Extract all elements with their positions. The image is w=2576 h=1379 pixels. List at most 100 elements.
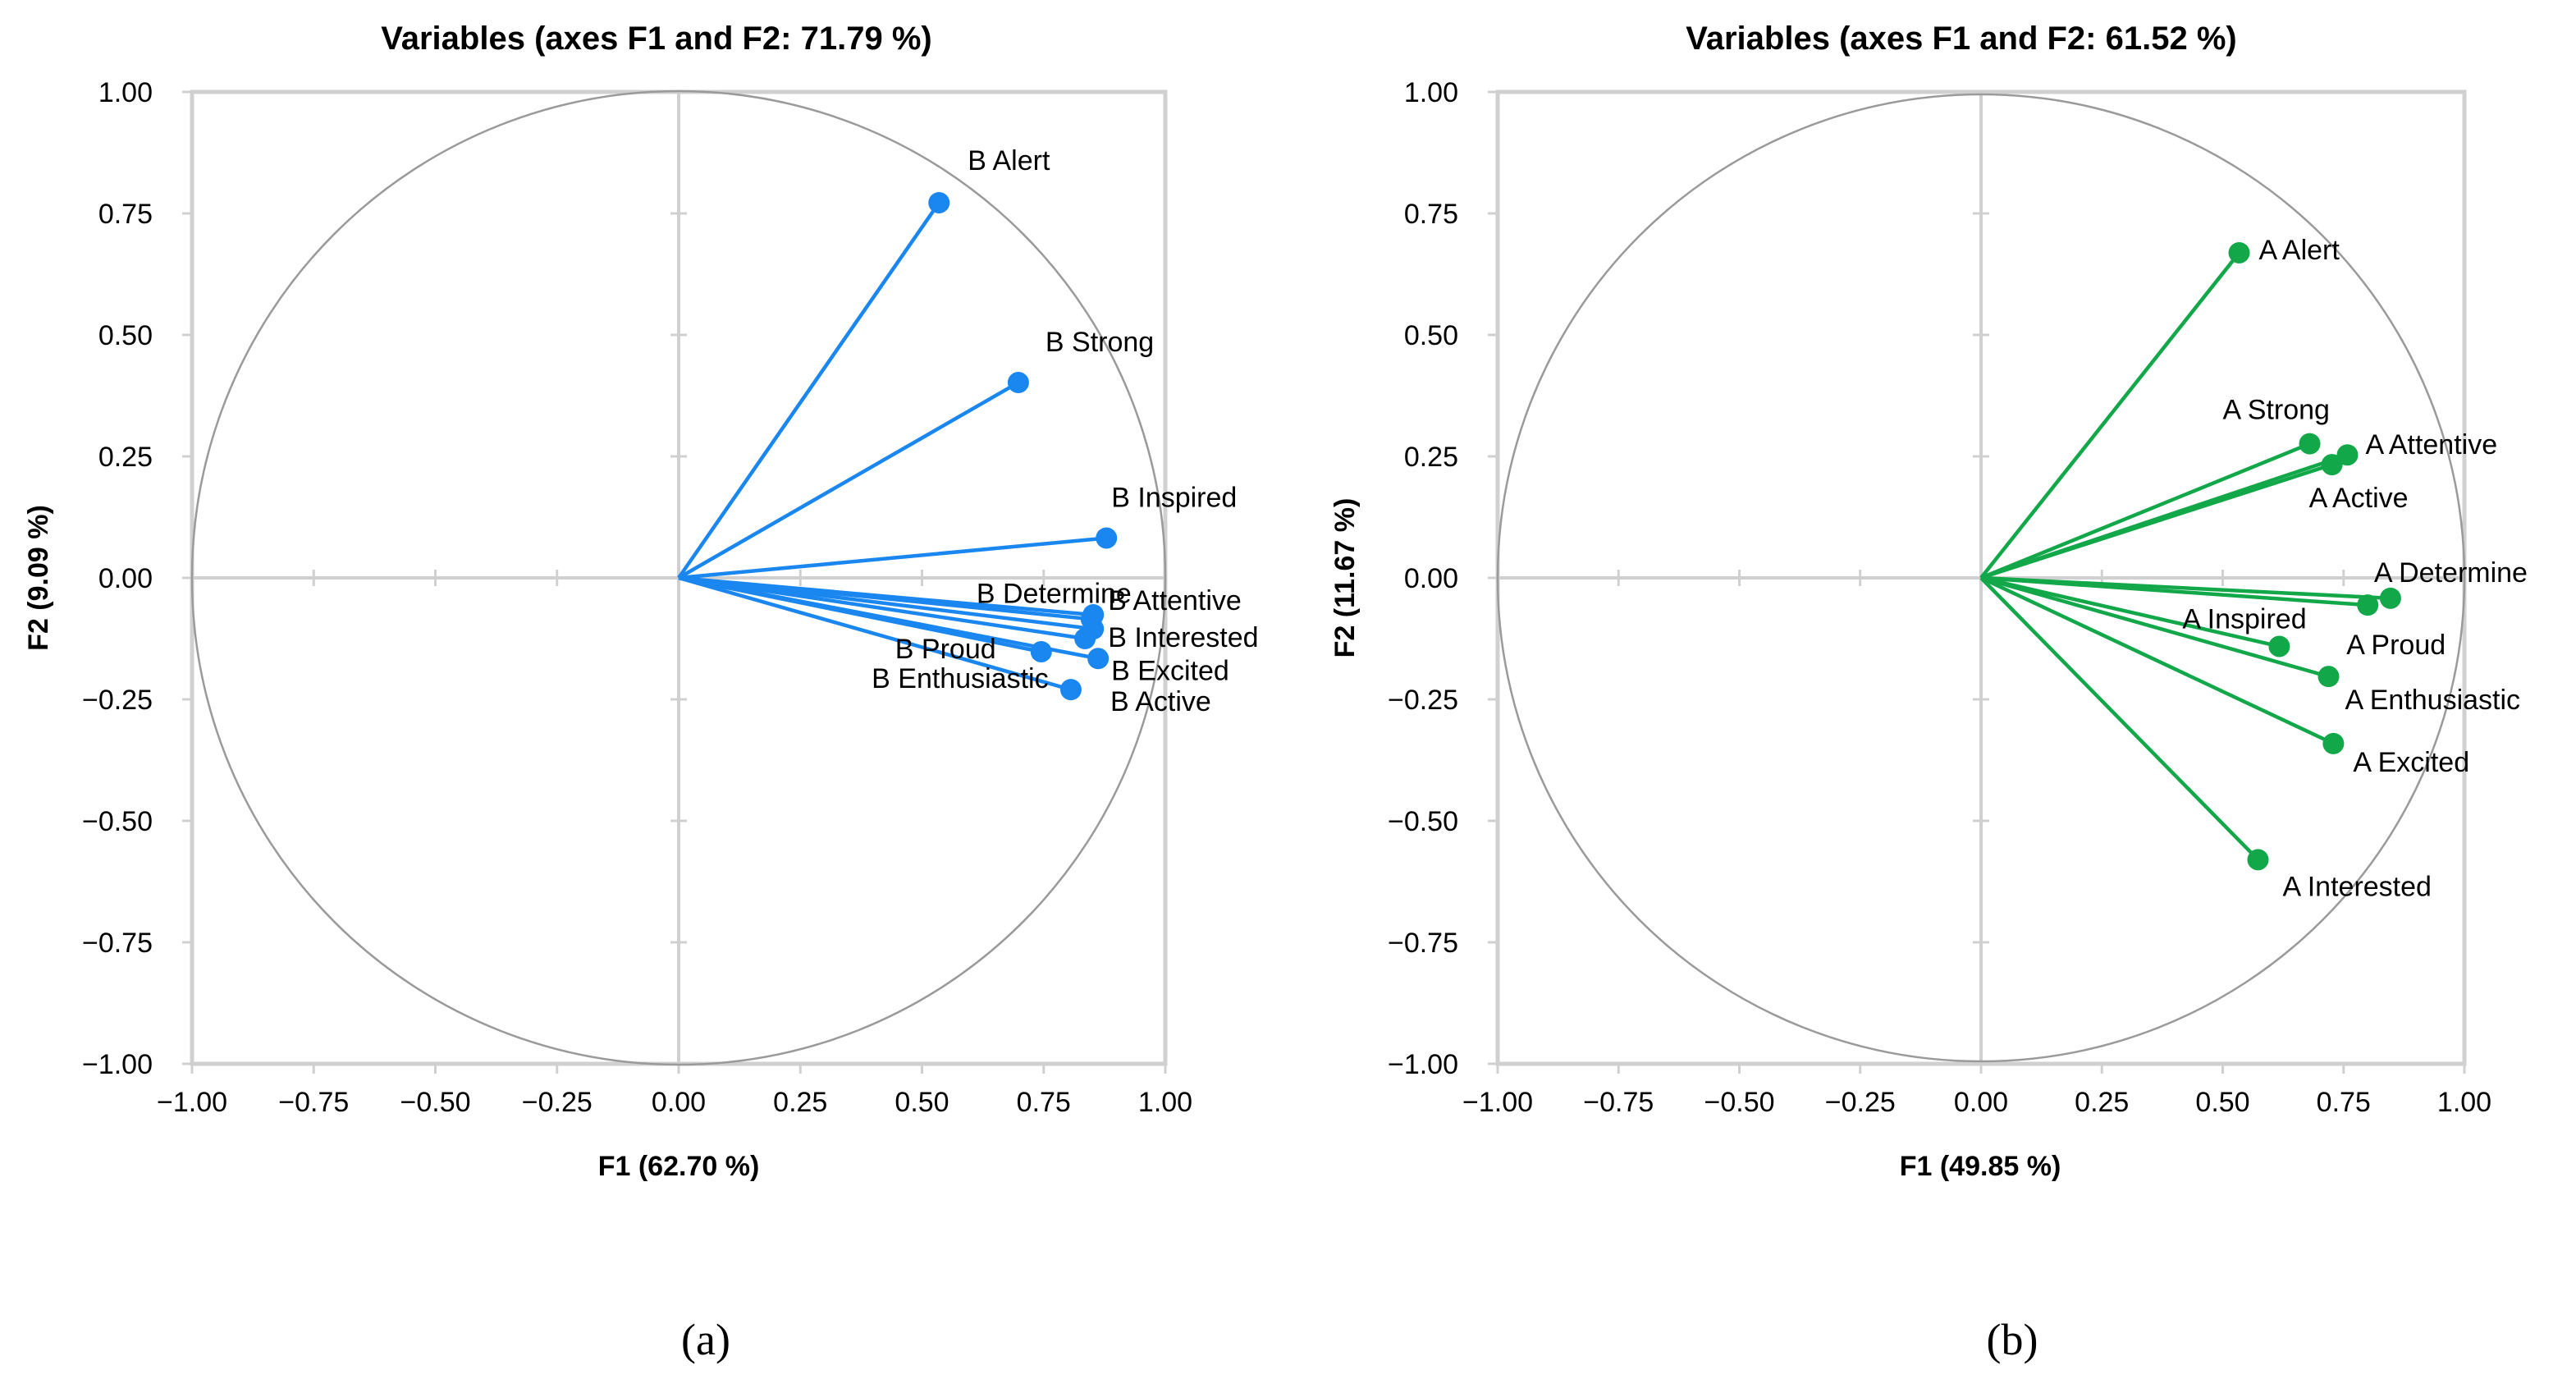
x-tick-label: 1.00 xyxy=(1138,1087,1192,1118)
y-axis-label: F2 (9.09 %) xyxy=(23,505,54,651)
data-point xyxy=(2379,587,2401,609)
x-tick-label: −0.50 xyxy=(1704,1087,1774,1118)
point-label: B Excited xyxy=(1111,655,1229,686)
y-tick-label: −0.25 xyxy=(82,685,153,716)
point-label: B Interested xyxy=(1108,622,1258,653)
point-label: A Enthusiastic xyxy=(2345,685,2520,716)
point-label: A Attentive xyxy=(2365,429,2497,460)
x-tick-label: 0.25 xyxy=(2075,1087,2129,1118)
vector-line xyxy=(678,575,1094,617)
vector-line xyxy=(1980,575,2280,648)
vector-line xyxy=(678,575,1086,641)
data-point xyxy=(2322,732,2345,754)
point-label: A Inspired xyxy=(2182,603,2306,635)
data-point xyxy=(2317,666,2340,688)
vector-line xyxy=(1979,251,2241,580)
data-point xyxy=(1059,679,1082,701)
y-tick-label: −0.75 xyxy=(82,928,153,959)
y-tick-label: −0.75 xyxy=(1388,928,1458,959)
x-tick-label: −0.75 xyxy=(1583,1087,1654,1118)
correlation-circle xyxy=(1496,93,2466,1063)
x-tick-label: 0.50 xyxy=(895,1087,949,1118)
data-point xyxy=(2247,849,2269,871)
chart-panel-a: −1.00 −0.75 −0.50 −0.25 0.00 0.25 0.50 0.75 1.00… xyxy=(23,21,1259,1364)
y-axis-label: F2 (11.67 %) xyxy=(1329,498,1361,658)
x-axis-label: F1 (49.85 %) xyxy=(1900,1151,2061,1182)
data-point xyxy=(2357,594,2379,616)
chart-title: Variables (axes F1 and F2: 61.52 %) xyxy=(1686,21,2236,57)
data-point xyxy=(2228,241,2250,263)
point-label: A Determine xyxy=(2374,557,2528,589)
point-label: A Proud xyxy=(2346,630,2446,661)
vector-line xyxy=(1980,462,2333,580)
chart-title: Variables (axes F1 and F2: 71.79 %) xyxy=(381,21,931,57)
correlation-circle xyxy=(190,89,1167,1066)
chart-panel-b: −1.00 −0.75 −0.50 −0.25 0.00 0.25 0.50 0.75 1.00… xyxy=(1329,21,2528,1364)
x-tick-label: −0.25 xyxy=(522,1087,593,1118)
y-tick-label: 0.75 xyxy=(98,199,153,230)
x-axis-label: F1 (62.70 %) xyxy=(598,1151,760,1182)
point-label: B Determine xyxy=(977,578,1132,609)
data-point xyxy=(1030,640,1052,662)
x-tick-label: 0.50 xyxy=(2195,1087,2249,1118)
y-tick-label: −1.00 xyxy=(1388,1049,1458,1080)
vector-line xyxy=(678,575,1072,692)
vector-line xyxy=(678,536,1107,580)
x-tick-label: 0.75 xyxy=(1017,1087,1071,1118)
x-tick-label: 1.00 xyxy=(2437,1087,2491,1118)
x-tick-label: 0.75 xyxy=(2317,1087,2371,1118)
y-tick-label: 1.00 xyxy=(98,77,153,108)
x-tick-label: −0.25 xyxy=(1825,1087,1896,1118)
y-tick-label: 0.25 xyxy=(98,442,153,473)
point-label: B Proud xyxy=(895,634,996,665)
y-tick-label: 1.00 xyxy=(1404,77,1458,108)
panel-label: (b) xyxy=(1987,1315,2038,1364)
point-label: B Alert xyxy=(968,145,1050,176)
point-label: B Inspired xyxy=(1111,482,1237,513)
data-point xyxy=(1087,648,1110,670)
x-tick-label: −1.00 xyxy=(157,1087,227,1118)
x-tick-label: −1.00 xyxy=(1462,1087,1533,1118)
y-tick-label: 0.75 xyxy=(1404,199,1458,230)
panel-label: (a) xyxy=(681,1315,730,1364)
x-tick-label: −0.75 xyxy=(278,1087,349,1118)
y-tick-label: −0.50 xyxy=(82,806,153,837)
point-label: B Active xyxy=(1110,686,1211,717)
x-tick-label: 0.00 xyxy=(652,1087,706,1118)
point-label: B Enthusiastic xyxy=(872,663,1048,694)
data-point xyxy=(928,191,950,213)
vector-line xyxy=(678,575,1099,661)
y-tick-label: −0.25 xyxy=(1388,685,1458,716)
data-point xyxy=(1096,527,1118,549)
vector-line xyxy=(1980,575,2330,679)
y-tick-label: 0.25 xyxy=(1404,442,1458,473)
point-label: A Interested xyxy=(2282,871,2431,902)
data-point xyxy=(1007,372,1029,394)
point-label: A Strong xyxy=(2223,395,2330,426)
point-label: A Active xyxy=(2309,483,2409,514)
vector-line xyxy=(1980,575,2335,745)
data-point xyxy=(2321,454,2343,476)
data-point xyxy=(2268,635,2290,657)
x-tick-label: 0.00 xyxy=(1954,1087,2008,1118)
data-point xyxy=(1074,628,1096,649)
point-label: B Attentive xyxy=(1108,585,1242,616)
data-point xyxy=(2336,444,2359,466)
point-label: B Strong xyxy=(1045,327,1154,358)
x-tick-label: 0.25 xyxy=(773,1087,827,1118)
vector-line xyxy=(677,381,1020,580)
y-tick-label: 0.50 xyxy=(1404,320,1458,351)
data-point xyxy=(2299,433,2321,455)
y-tick-label: −1.00 xyxy=(82,1049,153,1080)
y-tick-label: 0.50 xyxy=(98,320,153,351)
y-tick-label: −0.50 xyxy=(1388,806,1458,837)
vector-line xyxy=(677,201,941,580)
y-tick-label: 0.00 xyxy=(1404,563,1458,594)
y-tick-label: 0.00 xyxy=(98,563,153,594)
vector-line xyxy=(1979,576,2260,861)
point-label: A Alert xyxy=(2259,235,2340,266)
x-tick-label: −0.50 xyxy=(400,1087,470,1118)
vector-line xyxy=(1980,442,2311,580)
vector-line xyxy=(1980,575,2368,607)
